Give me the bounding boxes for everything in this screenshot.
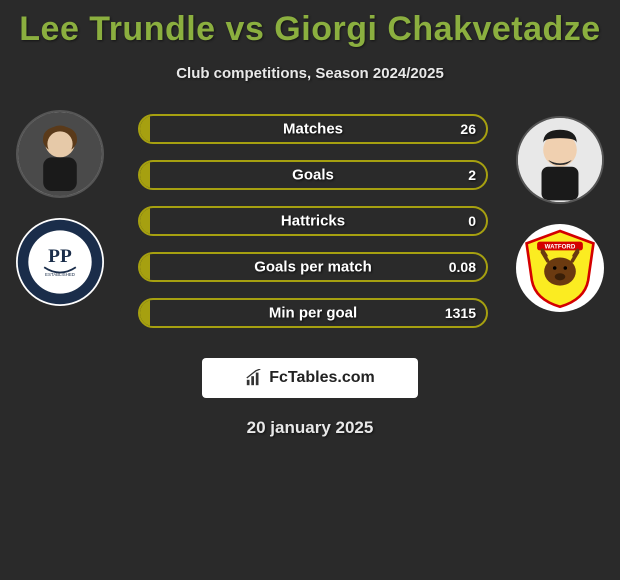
stat-label: Matches [283, 121, 343, 138]
comparison-row: PP ESTABLISHED Matches 26 Goals 2 Hattri… [0, 110, 620, 344]
stat-label: Hattricks [281, 213, 345, 230]
stat-fill [140, 162, 150, 188]
subtitle: Club competitions, Season 2024/2025 [0, 65, 620, 82]
stat-label: Min per goal [269, 305, 357, 322]
stats-bars: Matches 26 Goals 2 Hattricks 0 Goals per… [112, 110, 508, 344]
svg-text:ESTABLISHED: ESTABLISHED [45, 272, 75, 277]
person-icon [518, 116, 602, 204]
stat-right-value: 0 [468, 213, 476, 229]
club-crest-icon: WATFORD [516, 224, 604, 312]
right-club-badge: WATFORD [516, 224, 604, 312]
left-player-avatar [16, 110, 104, 198]
stat-bar: Min per goal 1315 [138, 298, 488, 328]
left-player-column: PP ESTABLISHED [8, 110, 112, 306]
stat-right-value: 26 [460, 121, 476, 137]
chart-icon [245, 369, 263, 387]
left-club-badge: PP ESTABLISHED [16, 218, 104, 306]
person-icon [18, 110, 102, 198]
stat-fill [140, 300, 150, 326]
date-text: 20 january 2025 [0, 418, 620, 438]
stat-right-value: 2 [468, 167, 476, 183]
right-player-column: WATFORD [508, 110, 612, 312]
stat-bar: Goals per match 0.08 [138, 252, 488, 282]
right-player-avatar [516, 116, 604, 204]
stat-label: Goals [292, 167, 334, 184]
stat-right-value: 0.08 [449, 259, 476, 275]
club-crest-icon: PP ESTABLISHED [16, 218, 104, 306]
stat-bar: Goals 2 [138, 160, 488, 190]
page-title: Lee Trundle vs Giorgi Chakvetadze [0, 0, 620, 49]
attribution-badge: FcTables.com [202, 358, 418, 398]
stat-right-value: 1315 [445, 305, 476, 321]
stat-fill [140, 208, 150, 234]
stat-fill [140, 254, 150, 280]
stat-fill [140, 116, 150, 142]
stat-bar: Hattricks 0 [138, 206, 488, 236]
svg-text:PP: PP [48, 246, 72, 267]
stat-bar: Matches 26 [138, 114, 488, 144]
attribution-text: FcTables.com [269, 369, 375, 387]
svg-text:WATFORD: WATFORD [545, 244, 576, 251]
stat-label: Goals per match [254, 259, 372, 276]
